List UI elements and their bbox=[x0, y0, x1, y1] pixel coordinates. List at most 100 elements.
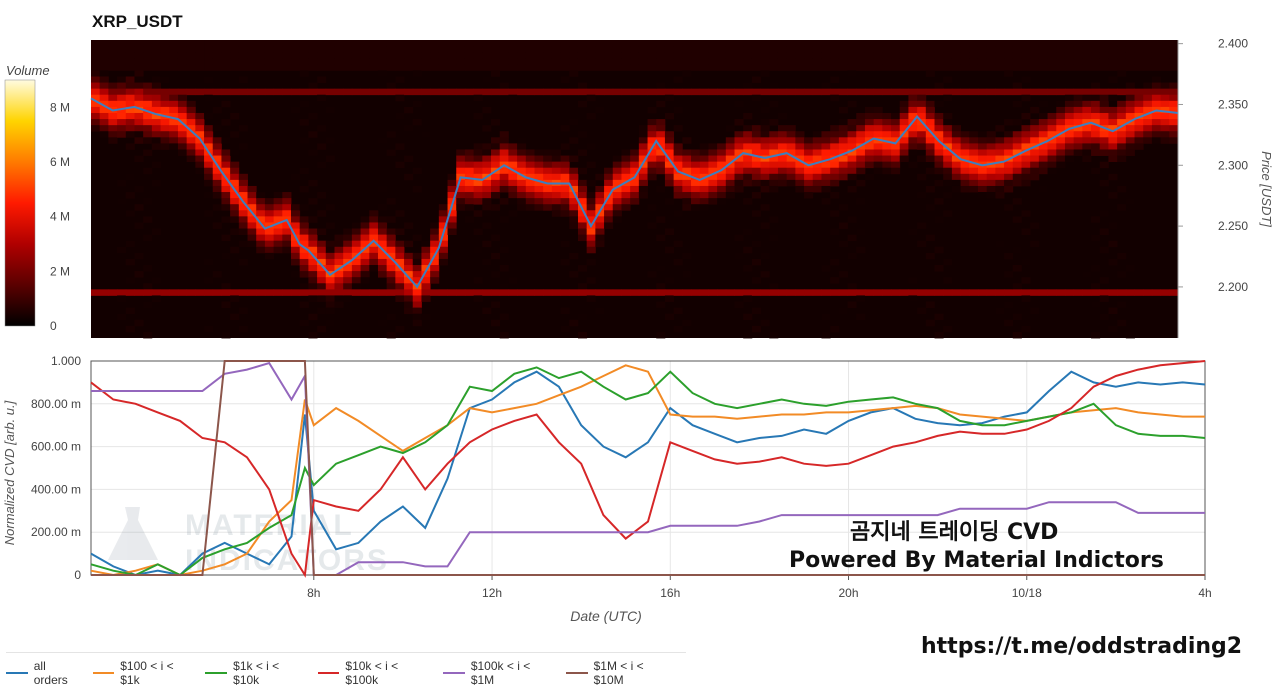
heatmap-cell bbox=[751, 192, 761, 199]
heatmap-cell bbox=[212, 46, 222, 53]
legend-item-3[interactable]: $10k < i < $100k bbox=[317, 659, 433, 687]
heatmap-cell bbox=[212, 106, 222, 114]
legend-item-0[interactable]: all orders bbox=[6, 659, 83, 687]
heatmap-cell bbox=[708, 52, 718, 59]
heatmap-cell bbox=[917, 94, 927, 102]
telegram-link[interactable]: https://t.me/oddstrading2 bbox=[921, 634, 1243, 659]
heatmap-cell bbox=[438, 58, 448, 65]
heatmap-cell bbox=[708, 179, 718, 187]
heatmap-cell bbox=[908, 46, 918, 53]
heatmap-cell bbox=[864, 106, 875, 114]
heatmap-cell bbox=[108, 119, 118, 126]
heatmap-cell bbox=[577, 179, 588, 187]
heatmap-cell bbox=[186, 100, 196, 108]
heatmap-cell bbox=[447, 64, 457, 71]
heatmap-cell bbox=[456, 161, 466, 169]
heatmap-cell bbox=[160, 100, 170, 108]
heatmap-cell bbox=[534, 52, 544, 59]
heatmap-cell bbox=[864, 46, 875, 53]
heatmap-cell bbox=[691, 149, 701, 156]
legend-item-5[interactable]: $1M < i < $10M bbox=[565, 659, 676, 687]
heatmap-cell bbox=[560, 210, 570, 217]
heatmap-cell bbox=[534, 40, 544, 47]
heatmap-cell bbox=[1134, 46, 1144, 53]
heatmap-cell bbox=[1012, 137, 1022, 144]
heatmap-cell bbox=[1169, 88, 1179, 96]
heatmap-cell bbox=[204, 76, 214, 83]
heatmap-cell bbox=[299, 271, 309, 278]
heatmap-cell bbox=[795, 58, 805, 65]
heatmap-cell bbox=[91, 119, 101, 126]
heatmap-cell bbox=[1143, 94, 1153, 102]
heatmap-cell bbox=[386, 46, 396, 53]
heatmap-cell bbox=[560, 46, 570, 53]
legend-item-4[interactable]: $100k < i < $1M bbox=[443, 659, 556, 687]
heatmap-cell bbox=[1108, 119, 1118, 126]
heatmap-cell bbox=[830, 179, 840, 187]
heatmap-cell bbox=[386, 64, 396, 71]
heatmap-cell bbox=[108, 88, 118, 96]
heatmap-cell bbox=[438, 88, 448, 96]
heatmap-cell bbox=[769, 82, 779, 90]
heatmap-cell bbox=[760, 64, 770, 71]
heatmap-cell bbox=[595, 185, 605, 193]
heatmap-cell bbox=[256, 289, 266, 296]
heatmap-cell bbox=[630, 46, 640, 53]
heatmap-cell bbox=[525, 167, 535, 175]
heatmap-cell bbox=[691, 204, 701, 211]
heatmap-cell bbox=[325, 106, 335, 114]
heatmap-cell bbox=[943, 125, 953, 132]
heatmap-cell bbox=[934, 246, 944, 254]
heatmap-cell bbox=[238, 173, 248, 181]
heatmap-cell bbox=[621, 88, 631, 96]
heatmap-cell bbox=[656, 331, 666, 339]
heatmap-cell bbox=[891, 161, 901, 169]
heatmap-cell bbox=[1047, 119, 1057, 126]
heatmap-cell bbox=[1021, 112, 1031, 120]
heatmap-cell bbox=[360, 58, 370, 65]
legend-item-2[interactable]: $1k < i < $10k bbox=[205, 659, 307, 687]
heatmap-cell bbox=[212, 222, 222, 229]
heatmap-cell bbox=[804, 52, 814, 59]
heatmap-cell bbox=[186, 155, 196, 163]
heatmap-cell bbox=[482, 52, 492, 59]
heatmap-cell bbox=[1030, 307, 1040, 315]
heatmap-cell bbox=[482, 204, 492, 211]
heatmap-cell bbox=[1125, 82, 1135, 90]
heatmap-cell bbox=[438, 204, 448, 211]
heatmap-cell bbox=[699, 161, 709, 169]
heatmap-cell bbox=[508, 173, 518, 181]
heatmap-cell bbox=[1169, 46, 1179, 53]
heatmap-cell bbox=[760, 161, 770, 169]
heatmap-cell bbox=[195, 149, 205, 156]
heatmap-cell bbox=[1160, 119, 1170, 126]
heatmap-cell bbox=[238, 143, 248, 150]
heatmap-cell bbox=[708, 155, 718, 163]
heatmap-cell bbox=[499, 331, 509, 339]
heatmap-cell bbox=[169, 137, 179, 144]
heatmap-cell bbox=[517, 161, 527, 169]
heatmap-cell bbox=[682, 52, 692, 59]
heatmap-cell bbox=[604, 216, 614, 223]
heatmap-cell bbox=[812, 185, 822, 193]
heatmap-cell bbox=[134, 40, 144, 47]
heatmap-cell bbox=[117, 52, 127, 59]
heatmap-cell bbox=[404, 301, 414, 308]
heatmap-cell bbox=[682, 58, 692, 65]
heatmap-cell bbox=[769, 234, 779, 242]
heatmap-cell bbox=[221, 192, 231, 199]
heatmap-cell bbox=[195, 161, 205, 169]
heatmap-cell bbox=[195, 289, 205, 296]
heatmap-cell bbox=[812, 149, 822, 156]
heatmap-cell bbox=[760, 289, 770, 296]
heatmap-cell bbox=[430, 58, 440, 65]
heatmap-cell bbox=[586, 228, 596, 236]
heatmap-cell bbox=[325, 283, 335, 290]
legend-item-1[interactable]: $100 < i < $1k bbox=[92, 659, 196, 687]
heatmap-cell bbox=[421, 295, 431, 302]
heatmap-cell bbox=[934, 46, 944, 53]
heatmap-cell bbox=[99, 40, 109, 47]
heatmap-cell bbox=[1117, 100, 1127, 108]
heatmap-cell bbox=[673, 64, 683, 71]
heatmap-cell bbox=[438, 234, 448, 242]
